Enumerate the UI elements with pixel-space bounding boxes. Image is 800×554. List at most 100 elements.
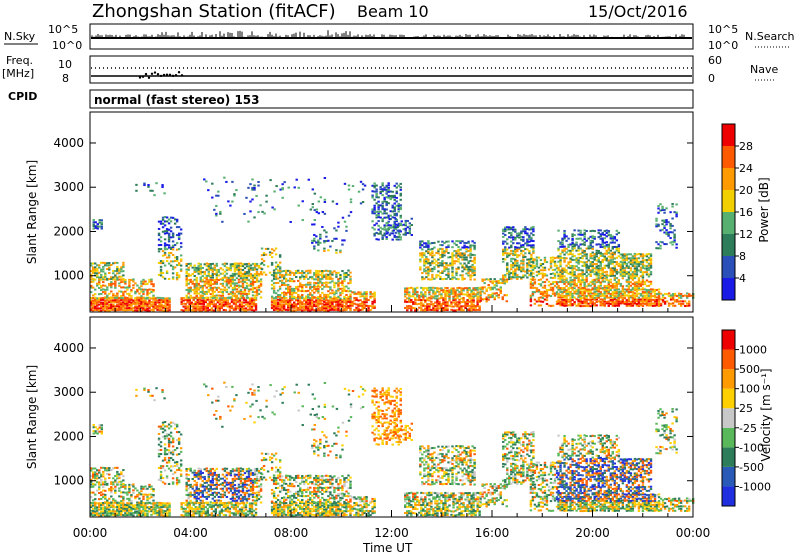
power-cell (607, 266, 610, 269)
power-cell (440, 304, 443, 307)
power-cell (617, 294, 621, 297)
power-cell (457, 260, 460, 263)
power-cell (335, 273, 338, 276)
power-cell (247, 292, 251, 295)
power-cell (286, 283, 290, 286)
power-cell (270, 248, 274, 251)
power-cell (651, 302, 655, 305)
power-cell (539, 292, 543, 295)
power-cell (104, 278, 107, 281)
power-cell (291, 298, 294, 301)
power-cell (479, 296, 482, 299)
power-cell (587, 283, 590, 286)
power-cell (276, 295, 280, 298)
power-cell (573, 265, 576, 268)
power-cell (543, 281, 547, 284)
power-cell (506, 272, 509, 275)
power-cell (195, 268, 198, 271)
power-cell (377, 212, 380, 215)
power-cell (528, 260, 531, 263)
power-cell (249, 272, 253, 275)
power-cell (184, 309, 187, 312)
power-cell (522, 262, 525, 265)
power-cell (429, 253, 432, 256)
power-cell (327, 273, 330, 276)
power-cell (466, 289, 469, 291)
power-cell (639, 288, 643, 291)
power-cell (150, 303, 153, 306)
power-cell (637, 281, 641, 284)
power-cell (377, 224, 380, 227)
power-cell (659, 203, 662, 206)
power-cell (683, 305, 687, 307)
power-cell (335, 282, 338, 285)
power-cell (649, 304, 653, 307)
power-cell (559, 298, 562, 301)
power-cell (595, 253, 598, 256)
power-cell (551, 281, 555, 284)
power-cell (543, 258, 547, 261)
power-cell (689, 294, 693, 297)
power-cell (373, 234, 376, 237)
power-cell (282, 282, 286, 285)
power-cell (325, 275, 328, 278)
power-cell (280, 281, 284, 284)
power-cell (211, 292, 215, 295)
power-cell (349, 279, 352, 282)
power-cell (549, 262, 553, 265)
power-cell (319, 295, 322, 298)
power-cell (458, 290, 461, 293)
power-cell (144, 309, 147, 312)
power-cell (272, 282, 276, 285)
power-cell (559, 252, 562, 255)
power-cell (429, 268, 432, 271)
power-cell (583, 264, 586, 267)
power-cell (394, 231, 397, 234)
power-cell (331, 304, 334, 307)
power-cell (90, 262, 93, 265)
power-cell (288, 285, 292, 288)
power-cell (619, 265, 623, 268)
power-cell (272, 289, 276, 292)
power-cell (571, 243, 574, 246)
power-cell (228, 306, 232, 309)
power-cell (593, 273, 596, 276)
power-cell (508, 254, 511, 257)
power-cell (185, 282, 188, 285)
power-cell (319, 281, 322, 284)
power-cell (225, 278, 229, 281)
power-cell (476, 300, 479, 303)
power-cell (171, 236, 175, 239)
power-cell (541, 300, 545, 303)
power-cell (557, 267, 560, 270)
power-cell (104, 290, 107, 293)
power-cell (512, 242, 515, 245)
power-cell (531, 286, 535, 289)
power-cell (514, 236, 517, 239)
power-cell (160, 303, 163, 306)
power-cell (422, 298, 425, 301)
power-cell (637, 269, 641, 272)
power-cell (609, 267, 612, 270)
power-cell (274, 303, 278, 306)
power-cell (98, 271, 101, 274)
power-cell (94, 301, 97, 304)
power-cell (472, 300, 475, 303)
power-cell (643, 288, 647, 291)
power-cell (251, 288, 255, 291)
power-cell (381, 190, 384, 193)
power-cell (597, 229, 600, 232)
power-cell (227, 286, 231, 289)
power-cell (406, 305, 409, 308)
power-cell (92, 223, 95, 226)
power-cell (163, 248, 167, 251)
power-cell (605, 259, 608, 262)
power-cell (339, 305, 342, 308)
power-cell (243, 278, 247, 281)
power-cell (493, 286, 496, 289)
power-cell (639, 255, 643, 258)
power-cell (595, 278, 598, 281)
power-cell (589, 284, 592, 287)
power-cell (623, 274, 627, 277)
power-cell (571, 239, 574, 242)
